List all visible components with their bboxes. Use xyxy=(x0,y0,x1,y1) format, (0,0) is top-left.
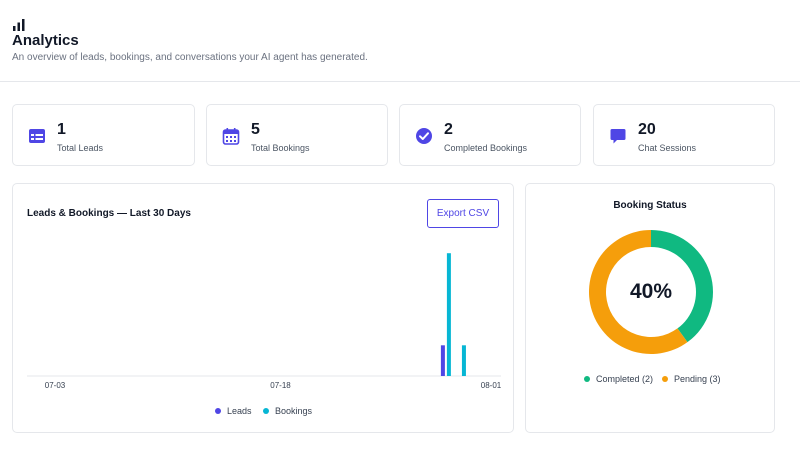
bar-bookings-07-29[interactable] xyxy=(446,253,451,376)
legend-item-pending: Pending (3) xyxy=(662,374,721,384)
stat-label: Chat Sessions xyxy=(638,143,697,153)
stat-card-total-leads: 1 Total Leads xyxy=(12,104,195,166)
legend-item-completed: Completed (2) xyxy=(584,374,653,384)
stat-value: 5 xyxy=(251,121,260,138)
legend-dot-leads xyxy=(215,408,221,414)
chart-title: Leads & Bookings — Last 30 Days xyxy=(27,208,191,219)
page-subtitle: An overview of leads, bookings, and conv… xyxy=(12,52,368,63)
stat-card-completed-bookings: 2 Completed Bookings xyxy=(399,104,581,166)
stat-card-total-bookings: 5 Total Bookings xyxy=(206,104,388,166)
chat-bubble-icon xyxy=(610,129,626,144)
legend-label: Bookings xyxy=(275,406,313,416)
leads-bookings-chart: 07-03 07-18 08-01 xyxy=(27,253,502,390)
x-tick-label: 07-18 xyxy=(270,381,291,390)
donut-slice-pending[interactable] xyxy=(589,230,688,354)
legend-dot-pending xyxy=(662,376,668,382)
legend-label: Completed (2) xyxy=(596,374,654,384)
page-title: Analytics xyxy=(12,32,79,49)
stat-label: Total Leads xyxy=(57,143,104,153)
stat-card-chat-sessions: 20 Chat Sessions xyxy=(593,104,775,166)
legend-dot-completed xyxy=(584,376,590,382)
legend-dot-bookings xyxy=(263,408,269,414)
legend-label: Pending (3) xyxy=(674,374,721,384)
stat-value: 20 xyxy=(638,121,656,138)
bar-bookings-07-30[interactable] xyxy=(461,345,466,376)
bar-chart-icon xyxy=(13,19,25,31)
x-tick-label: 08-01 xyxy=(481,381,502,390)
donut-title: Booking Status xyxy=(613,200,687,211)
stat-label: Completed Bookings xyxy=(444,143,528,153)
donut-slice-completed[interactable] xyxy=(651,230,713,343)
export-csv-button[interactable]: Export CSV xyxy=(427,199,499,228)
stat-label: Total Bookings xyxy=(251,143,310,153)
bar-leads-07-29[interactable] xyxy=(440,345,445,376)
booking-status-panel: Booking Status 40% Completed (2) Pending… xyxy=(525,183,775,433)
check-circle-icon xyxy=(416,128,432,144)
x-tick-label: 07-03 xyxy=(45,381,66,390)
page-header: Analytics An overview of leads, bookings… xyxy=(0,0,800,82)
calendar-icon xyxy=(222,128,240,145)
stat-value: 2 xyxy=(444,121,453,138)
legend-label: Leads xyxy=(227,406,252,416)
leads-bookings-panel: 07-03 07-18 08-01 Leads & Bookings — Last … xyxy=(12,183,514,433)
donut-center-label: 40% xyxy=(629,280,673,303)
legend-item-bookings: Bookings xyxy=(263,406,312,416)
legend-item-leads: Leads xyxy=(215,406,252,416)
table-icon xyxy=(29,129,45,143)
booking-status-donut xyxy=(589,230,713,354)
stat-value: 1 xyxy=(57,121,66,138)
